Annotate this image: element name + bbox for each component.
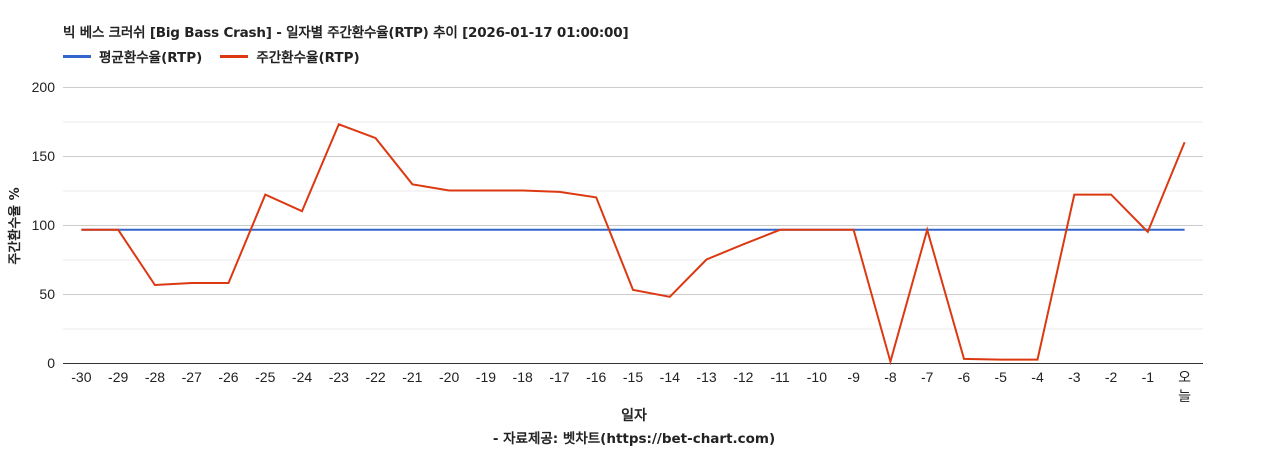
x-tick-label: -9 xyxy=(847,369,860,385)
x-tick-label: -15 xyxy=(623,369,643,385)
x-tick-label: -24 xyxy=(292,369,312,385)
legend-item-average[interactable]: 평균환수율(RTP) xyxy=(63,46,202,66)
x-tick-label: -10 xyxy=(807,369,827,385)
x-tick-label: -3 xyxy=(1068,369,1081,385)
legend-swatch-average xyxy=(63,54,91,58)
x-tick-label: -14 xyxy=(660,369,680,385)
x-tick-label: -12 xyxy=(733,369,753,385)
x-tick-label: -7 xyxy=(921,369,934,385)
y-axis-label: 주간환수율 % xyxy=(8,187,23,265)
x-tick-label: -5 xyxy=(995,369,1008,385)
legend-label-weekly: 주간환수율(RTP) xyxy=(256,50,360,66)
x-tick-label: -22 xyxy=(365,369,385,385)
x-tick-label: -30 xyxy=(71,369,91,385)
x-tick-label: -23 xyxy=(329,369,349,385)
x-tick-label: -28 xyxy=(145,369,165,385)
legend-swatch-weekly xyxy=(220,54,249,58)
x-tick-label: -13 xyxy=(696,369,716,385)
gridlines xyxy=(63,87,1203,330)
x-tick-label: 늘 xyxy=(1178,388,1191,404)
legend: 평균환수율(RTP) 주간환수율(RTP) xyxy=(63,46,360,66)
x-tick-label: -20 xyxy=(439,369,459,385)
data-source-credit: - 자료제공: 벳차트(https://bet-chart.com) xyxy=(492,431,776,447)
x-tick-label: -4 xyxy=(1031,369,1044,385)
chart-title: 빅 베스 크러쉬 [Big Bass Crash] - 일자별 주간환수율(RT… xyxy=(63,25,629,41)
y-tick-label: 100 xyxy=(32,217,56,233)
x-tick-label: -21 xyxy=(402,369,422,385)
x-tick-label: -19 xyxy=(476,369,496,385)
x-tick-label: -18 xyxy=(513,369,533,385)
x-tick-label: -11 xyxy=(770,369,789,385)
x-tick-label: -8 xyxy=(884,369,897,385)
x-tick-label: -1 xyxy=(1142,369,1155,385)
x-tick-label: -27 xyxy=(182,369,202,385)
x-tick-label: -17 xyxy=(549,369,569,385)
x-axis-ticks: -30 -29 -28 -27 -26 -25 -24 -23 -22 -21 -20 -19 -18-… xyxy=(71,369,1191,404)
legend-item-weekly[interactable]: 주간환수율(RTP) xyxy=(220,46,360,66)
x-tick-label: -2 xyxy=(1105,369,1118,385)
x-tick-label: -26 xyxy=(218,369,238,385)
x-tick-label: -6 xyxy=(958,369,971,385)
y-axis-ticks: 0 50 100 150 200 xyxy=(32,79,56,371)
y-tick-label: 200 xyxy=(32,79,56,95)
weekly-rtp-line[interactable] xyxy=(81,123,1186,366)
legend-label-average: 평균환수율(RTP) xyxy=(99,50,203,66)
y-tick-label: 150 xyxy=(32,148,56,164)
x-tick-label: -25 xyxy=(255,369,275,385)
y-tick-label: 50 xyxy=(39,286,55,302)
data-series xyxy=(81,123,1186,366)
x-tick-label: 오 xyxy=(1178,369,1191,385)
x-axis-label: 일자 xyxy=(621,408,647,424)
y-tick-label: 0 xyxy=(47,355,55,371)
x-tick-label: -29 xyxy=(108,369,128,385)
x-tick-label: -16 xyxy=(586,369,606,385)
